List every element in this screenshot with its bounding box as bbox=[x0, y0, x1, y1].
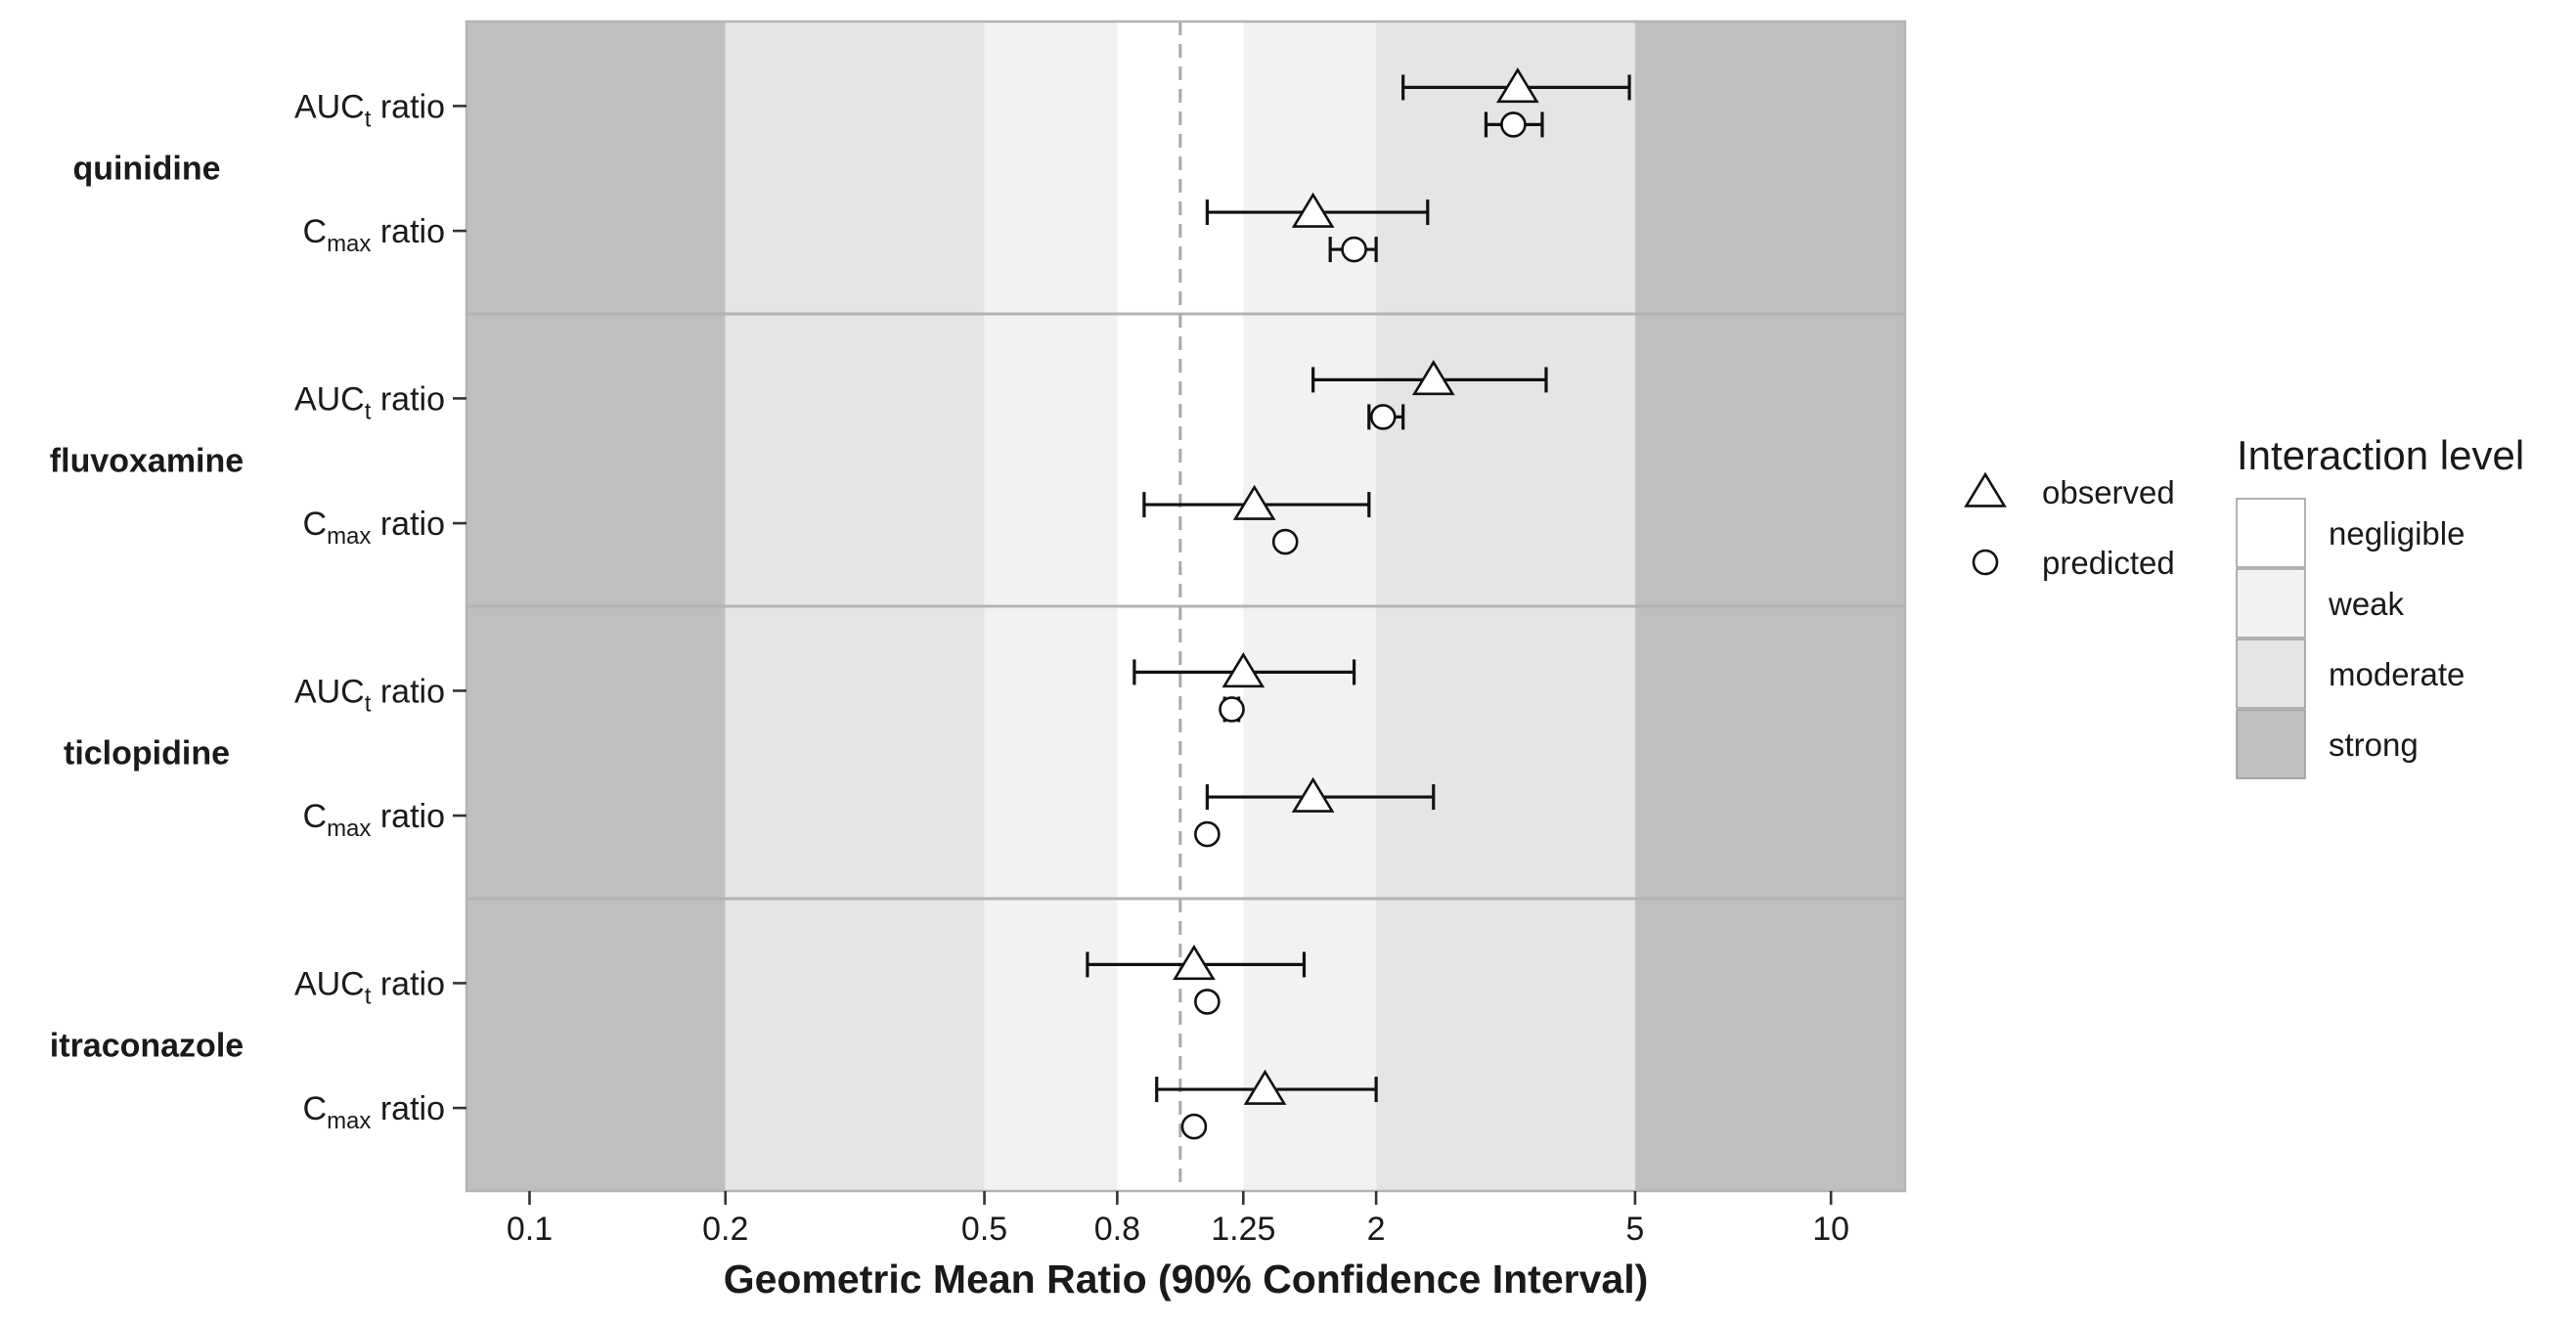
x-tick-label: 0.1 bbox=[507, 1211, 553, 1248]
observed-point bbox=[1221, 652, 1266, 688]
predicted-point bbox=[1271, 528, 1299, 555]
row-label-cmax: Cmax ratio bbox=[303, 213, 446, 257]
observed-point bbox=[1291, 776, 1335, 813]
legend-label-weak: weak bbox=[2328, 586, 2405, 622]
row-label-cmax: Cmax ratio bbox=[303, 798, 446, 842]
data-marks bbox=[1086, 67, 1631, 1140]
legend-label-predicted: predicted bbox=[2042, 545, 2175, 581]
predicted-point bbox=[1180, 1113, 1208, 1140]
x-tick-label: 5 bbox=[1625, 1211, 1644, 1248]
predicted-point bbox=[1219, 696, 1245, 723]
predicted-point bbox=[1194, 989, 1221, 1015]
legend-label-moderate: moderate bbox=[2329, 656, 2465, 692]
observed-point bbox=[1495, 67, 1539, 104]
x-tick-label: 0.2 bbox=[702, 1211, 748, 1248]
legend-swatch-strong bbox=[2236, 709, 2306, 779]
row-label-auc: AUCt ratio bbox=[294, 965, 445, 1009]
observed-point bbox=[1232, 484, 1276, 520]
observed-point bbox=[1243, 1069, 1287, 1105]
x-tick-label: 0.8 bbox=[1094, 1211, 1140, 1248]
x-tick-label: 10 bbox=[1812, 1211, 1849, 1248]
x-tick-label: 0.5 bbox=[961, 1211, 1007, 1248]
predicted-point bbox=[1500, 111, 1527, 138]
row-label-cmax: Cmax ratio bbox=[303, 506, 446, 550]
x-tick-label: 1.25 bbox=[1211, 1211, 1275, 1248]
observed-point bbox=[1173, 945, 1216, 981]
legend-swatch-moderate bbox=[2236, 639, 2306, 709]
fill-legend: Interaction level negligible weak moderate s… bbox=[2236, 432, 2524, 779]
predicted-point bbox=[1341, 236, 1367, 263]
x-axis-title: Geometric Mean Ratio (90% Confidence Int… bbox=[724, 1257, 1649, 1302]
group-separators bbox=[466, 312, 1905, 901]
y-axis: quinidine AUCt ratio Cmax ratio fluvoxamine… bbox=[50, 88, 466, 1134]
legend-label-negligible: negligible bbox=[2329, 515, 2465, 552]
drug-label: itraconazole bbox=[50, 1028, 244, 1065]
x-tick-label: 2 bbox=[1367, 1211, 1386, 1248]
row-label-auc: AUCt ratio bbox=[294, 380, 445, 424]
legend-swatch-negligible bbox=[2236, 498, 2306, 568]
legend-triangle-icon bbox=[1964, 471, 2007, 508]
legend-swatch-weak bbox=[2236, 568, 2306, 639]
drug-label: quinidine bbox=[72, 151, 220, 188]
observed-point bbox=[1411, 360, 1455, 396]
legend-circle-icon bbox=[1972, 549, 1999, 576]
predicted-point bbox=[1194, 820, 1221, 848]
legend-title: Interaction level bbox=[2237, 432, 2524, 478]
panel-border bbox=[465, 20, 1907, 1193]
drug-label: ticlopidine bbox=[64, 735, 230, 772]
legend-label-observed: observed bbox=[2042, 474, 2175, 510]
x-axis: 0.1 0.2 0.5 0.8 1.25 2 5 10 bbox=[507, 1191, 1849, 1248]
row-label-auc: AUCt ratio bbox=[294, 88, 445, 132]
legend-label-strong: strong bbox=[2329, 727, 2419, 763]
drug-label: fluvoxamine bbox=[50, 443, 244, 480]
row-label-cmax: Cmax ratio bbox=[303, 1090, 446, 1134]
predicted-point bbox=[1369, 404, 1397, 430]
shape-legend: observed predicted bbox=[1964, 471, 2175, 581]
observed-point bbox=[1291, 192, 1335, 228]
row-label-auc: AUCt ratio bbox=[294, 673, 445, 717]
